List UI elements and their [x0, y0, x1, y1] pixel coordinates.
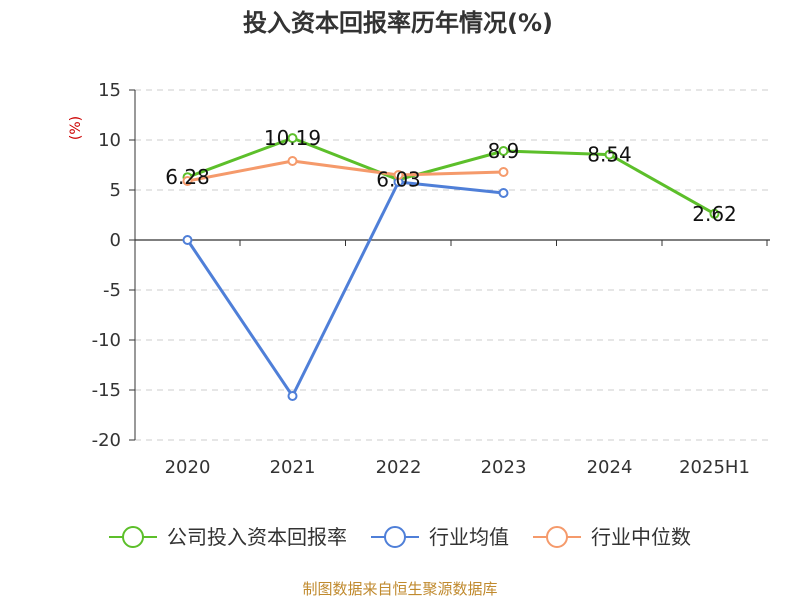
- y-axis-unit-label: (%): [68, 116, 84, 140]
- source-note: 制图数据来自恒生聚源数据库: [302, 580, 497, 598]
- data-point-marker: [709, 208, 720, 219]
- legend-item-1[interactable]: 公司投入资本回报率: [109, 525, 347, 549]
- series-line-3: [186, 159, 505, 183]
- data-point-marker: [498, 146, 509, 156]
- data-point-marker: [287, 391, 298, 401]
- data-label: 10.19: [264, 126, 321, 150]
- data-point-marker: [182, 176, 193, 186]
- data-point-marker: [287, 133, 298, 144]
- data-labels: 6.28 10.19 6.03 8.9 8.54 2.62: [165, 126, 737, 226]
- series-lines: [182, 133, 720, 401]
- data-label: 6.28: [165, 165, 210, 189]
- series-line-1: [186, 136, 716, 216]
- data-point-marker: [498, 167, 509, 177]
- legend-item-2[interactable]: 行业均值: [371, 525, 509, 549]
- x-tick-label: 2022: [376, 457, 422, 478]
- data-label: 6.03: [376, 168, 421, 192]
- legend-label: 行业均值: [429, 525, 509, 549]
- legend[interactable]: 公司投入资本回报率 行业均值 行业中位数: [109, 525, 691, 549]
- data-label: 8.9: [488, 139, 520, 163]
- legend-marker-icon: [546, 526, 568, 548]
- data-label: 2.62: [692, 202, 737, 226]
- data-label: 8.54: [587, 143, 632, 167]
- y-tick-label: -10: [92, 330, 121, 351]
- y-tick-label: -5: [103, 280, 121, 301]
- legend-marker-icon: [384, 526, 406, 548]
- legend-label: 公司投入资本回报率: [167, 525, 347, 549]
- data-point-marker: [498, 188, 509, 198]
- x-tick-label: 2023: [481, 457, 527, 478]
- y-tick-label: 10: [98, 130, 121, 151]
- series-line-2: [186, 180, 505, 398]
- y-tick-label: -15: [92, 380, 121, 401]
- legend-label: 行业中位数: [591, 525, 691, 549]
- axes: 15 10 5 0 -5 -10 -15 -20 2020 2021 2022 2023 2024 202…: [92, 80, 770, 478]
- y-tick-label: 0: [110, 230, 121, 251]
- grid-lines: [135, 89, 770, 441]
- data-point-marker: [604, 149, 615, 160]
- data-point-marker: [182, 235, 193, 245]
- data-point-marker: [393, 170, 404, 180]
- x-tick-label: 2024: [587, 457, 633, 478]
- x-tick-label: 2025H1: [679, 457, 750, 478]
- legend-item-3[interactable]: 行业中位数: [533, 525, 691, 549]
- x-tick-label: 2020: [165, 457, 211, 478]
- y-tick-label: 5: [110, 180, 121, 201]
- legend-marker-icon: [122, 526, 144, 548]
- y-tick-label: 15: [98, 80, 121, 101]
- chart-title: 投入资本回报率历年情况(%): [243, 9, 553, 37]
- y-tick-label: -20: [92, 430, 121, 451]
- data-point-marker: [287, 156, 298, 166]
- x-tick-label: 2021: [270, 457, 316, 478]
